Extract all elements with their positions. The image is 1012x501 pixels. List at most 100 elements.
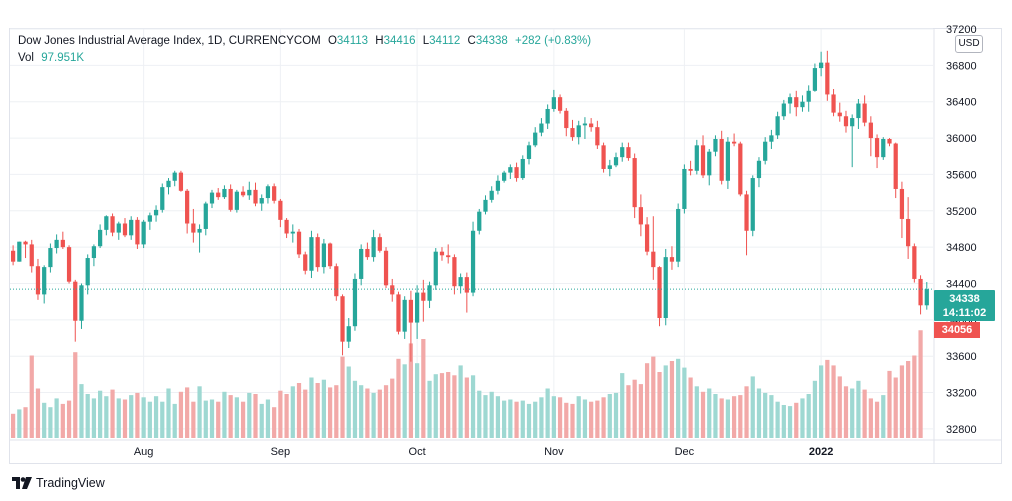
volume-bar <box>825 359 830 438</box>
candle-body <box>377 237 382 251</box>
volume-bar <box>906 361 911 438</box>
candle-body <box>831 94 836 113</box>
volume-bar <box>42 402 47 438</box>
volume-bar <box>415 363 420 438</box>
symbol-title[interactable]: Dow Jones Industrial Average Index, 1D, … <box>18 35 321 47</box>
y-tick-label: 37200 <box>946 24 977 36</box>
candle-body <box>520 158 525 179</box>
candle-body <box>191 223 196 233</box>
candle-body <box>240 191 246 196</box>
candle-body <box>694 145 699 171</box>
volume-bar <box>172 403 177 438</box>
tradingview-logo[interactable]: TradingView <box>12 474 105 492</box>
previous-close-tag: 34056 <box>934 322 980 338</box>
candle-body <box>707 151 712 176</box>
candle-body <box>222 188 227 198</box>
candle-body <box>557 97 563 111</box>
volume-bar <box>582 399 588 438</box>
candle-body <box>415 292 420 323</box>
current-price-tag: 34338 14:11:02 <box>934 290 995 321</box>
volume-bar <box>247 392 252 438</box>
tradingview-icon <box>12 477 32 489</box>
volume-bar <box>377 389 382 438</box>
candle-body <box>79 285 84 321</box>
candle-body <box>620 147 625 158</box>
candle-body <box>589 123 594 128</box>
volume-bar <box>564 402 569 438</box>
volume-bar <box>66 400 72 438</box>
candle-body <box>234 191 239 210</box>
volume-bar <box>607 394 612 438</box>
volume-bar <box>769 395 774 438</box>
candle-body <box>545 108 550 124</box>
volume-bar <box>620 373 625 438</box>
volume-bar <box>60 403 65 438</box>
volume-bar <box>253 394 258 438</box>
volume-bar <box>682 367 687 438</box>
candle-body <box>365 248 370 258</box>
volume-bar <box>296 383 302 438</box>
volume-bar <box>644 363 650 438</box>
volume-bar <box>868 398 873 438</box>
candle-body <box>433 251 438 286</box>
volume-bar <box>725 399 731 438</box>
candle-body <box>626 147 631 159</box>
candle-body <box>731 141 737 144</box>
candle-body <box>899 188 905 219</box>
bar-countdown: 14:11:02 <box>942 307 987 319</box>
volume-bar <box>557 397 563 438</box>
candle-body <box>893 143 898 189</box>
volume-bar <box>216 401 221 438</box>
axes: 3280033200336003400034400348003520035600… <box>10 24 1002 464</box>
candle-body <box>533 132 538 146</box>
volume-bar <box>309 377 314 438</box>
candle-body <box>334 266 339 297</box>
candle-body <box>29 244 34 267</box>
volume-bar <box>29 355 34 438</box>
volume-bar <box>160 401 165 438</box>
candle-body <box>129 219 134 236</box>
volume-bar <box>85 394 90 438</box>
volume-bar <box>688 377 693 438</box>
volume-bar <box>153 396 159 438</box>
volume-bar <box>327 387 333 438</box>
y-tick-label: 33200 <box>946 388 977 400</box>
volume-bar <box>433 374 438 438</box>
candle-body <box>272 186 277 201</box>
candle-body <box>508 167 513 173</box>
volume-bar <box>663 365 668 438</box>
currency-button[interactable]: USD <box>955 35 983 53</box>
candle-body <box>327 243 333 267</box>
y-tick-label: 36000 <box>946 133 977 145</box>
candle-body <box>303 254 308 271</box>
volume-bar <box>483 395 488 438</box>
candle-body <box>881 138 886 158</box>
candle-body <box>66 247 72 282</box>
volume-bar <box>800 398 805 438</box>
price-chart[interactable]: 3280033200336003400034400348003520035600… <box>0 0 1012 470</box>
low-value: 34112 <box>429 35 461 47</box>
change-value: +282 (+0.83%) <box>515 35 592 47</box>
candle-body <box>446 255 451 258</box>
y-tick-label: 34800 <box>946 242 977 254</box>
candle-body <box>439 251 445 256</box>
x-tick-label: Oct <box>409 446 426 458</box>
volume-bar <box>346 366 351 438</box>
candle-body <box>185 190 190 224</box>
volume-bar <box>843 386 849 438</box>
candle-body <box>470 230 476 293</box>
candle-body <box>769 135 774 142</box>
candle-body <box>850 118 855 127</box>
candle-body <box>644 224 650 252</box>
volume-bar <box>912 355 917 438</box>
candle-body <box>203 203 208 229</box>
volume-bar <box>48 407 53 438</box>
candle-body <box>371 237 376 258</box>
candle-body <box>787 97 793 104</box>
volume-bar <box>464 377 469 438</box>
candle-body <box>253 189 258 204</box>
volume-bar <box>526 403 532 438</box>
volume-bar <box>533 401 538 438</box>
volume-bar <box>240 401 246 438</box>
candle-body <box>682 168 687 209</box>
